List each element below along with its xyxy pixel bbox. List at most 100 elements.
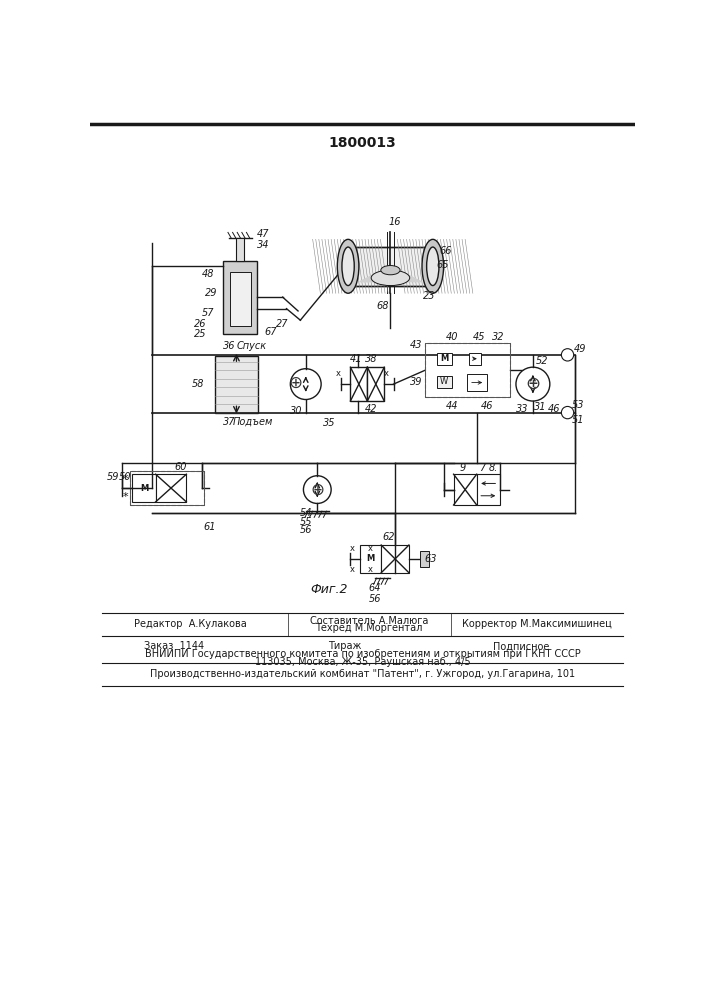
- Text: 25: 25: [194, 329, 206, 339]
- Text: 51: 51: [572, 415, 585, 425]
- Text: M: M: [366, 554, 375, 563]
- Text: 44: 44: [446, 401, 458, 411]
- Bar: [348, 247, 433, 286]
- Text: 37: 37: [223, 417, 235, 427]
- Circle shape: [303, 476, 331, 503]
- Text: 67: 67: [265, 327, 277, 337]
- Text: 7: 7: [479, 463, 485, 473]
- Ellipse shape: [381, 266, 400, 275]
- Text: 33: 33: [516, 404, 528, 414]
- Text: 61: 61: [203, 522, 216, 532]
- Text: 59: 59: [107, 472, 119, 482]
- Bar: [477, 474, 500, 505]
- Text: 65: 65: [436, 260, 449, 270]
- Text: 34: 34: [257, 240, 269, 250]
- Text: Корректор М.Максимишинец: Корректор М.Максимишинец: [462, 619, 612, 629]
- Text: ВНИИПИ Государственного комитета по изобретениям и открытиям при ГКНТ СССР: ВНИИПИ Государственного комитета по изоб…: [145, 649, 580, 659]
- Circle shape: [561, 349, 573, 361]
- Bar: [437, 353, 452, 365]
- Circle shape: [516, 367, 550, 401]
- Bar: [381, 545, 409, 573]
- Text: 39: 39: [409, 377, 422, 387]
- Text: 46: 46: [481, 401, 493, 411]
- Text: 29: 29: [205, 288, 217, 298]
- Text: 8.: 8.: [489, 463, 498, 473]
- Text: 54: 54: [300, 508, 312, 518]
- Ellipse shape: [337, 239, 359, 293]
- Bar: [469, 353, 481, 365]
- Bar: [467, 374, 486, 391]
- Text: ⊕: ⊕: [310, 481, 325, 499]
- Ellipse shape: [342, 247, 354, 286]
- Text: 46: 46: [548, 404, 561, 414]
- Bar: [368, 367, 385, 401]
- Bar: [351, 367, 368, 401]
- Ellipse shape: [371, 270, 409, 286]
- Text: 57: 57: [201, 308, 214, 318]
- Text: 31: 31: [534, 402, 547, 412]
- Text: 113035, Москва, Ж-35, Раушская наб., 4/5: 113035, Москва, Ж-35, Раушская наб., 4/5: [255, 657, 471, 667]
- Bar: [425, 343, 510, 397]
- Text: 47: 47: [257, 229, 269, 239]
- Text: x: x: [349, 565, 354, 574]
- Text: x: x: [368, 544, 373, 553]
- Text: 62: 62: [382, 532, 395, 542]
- Text: 16: 16: [388, 217, 401, 227]
- Ellipse shape: [426, 247, 439, 286]
- Text: 38: 38: [365, 354, 378, 364]
- Text: 23: 23: [423, 291, 436, 301]
- Text: 52: 52: [536, 356, 549, 366]
- Text: 26: 26: [194, 319, 206, 329]
- Bar: [236, 238, 244, 261]
- Text: 58: 58: [192, 379, 204, 389]
- Text: 63: 63: [424, 554, 437, 564]
- Text: Заказ  1144: Заказ 1144: [144, 641, 204, 651]
- Text: 66: 66: [440, 246, 452, 256]
- Text: 42: 42: [365, 404, 378, 414]
- Text: 30: 30: [291, 406, 303, 416]
- Circle shape: [561, 406, 573, 419]
- Bar: [130, 471, 204, 505]
- Text: 27: 27: [276, 319, 289, 329]
- Bar: [437, 376, 452, 388]
- Text: Производственно-издательский комбинат "Патент", г. Ужгород, ул.Гагарина, 101: Производственно-издательский комбинат "П…: [150, 669, 575, 679]
- Text: 48: 48: [201, 269, 214, 279]
- Text: x: x: [384, 369, 389, 378]
- Text: x: x: [336, 369, 341, 378]
- Text: *: *: [123, 474, 129, 484]
- Text: Редактор  А.Кулакова: Редактор А.Кулакова: [134, 619, 247, 629]
- Circle shape: [291, 369, 321, 400]
- Ellipse shape: [422, 239, 443, 293]
- Bar: [130, 471, 204, 505]
- Text: Спуск: Спуск: [237, 341, 267, 351]
- Text: 50: 50: [119, 472, 131, 482]
- Text: 49: 49: [573, 344, 586, 354]
- Text: 64: 64: [369, 583, 381, 593]
- Text: W: W: [440, 377, 448, 386]
- Bar: [360, 545, 381, 573]
- Text: *: *: [123, 492, 129, 502]
- Text: M: M: [140, 484, 148, 493]
- Text: 40: 40: [446, 332, 458, 342]
- Text: Техред М.Моргентал: Техред М.Моргентал: [315, 623, 423, 633]
- Text: 55: 55: [300, 517, 312, 527]
- Text: ⊕: ⊕: [525, 375, 540, 393]
- Text: 1800013: 1800013: [328, 136, 396, 150]
- Bar: [156, 474, 187, 502]
- Text: Тираж: Тираж: [327, 641, 361, 651]
- Text: 43: 43: [409, 340, 422, 350]
- Text: Составитель А.Малюга: Составитель А.Малюга: [310, 615, 428, 626]
- Text: x: x: [349, 544, 354, 553]
- Text: Подъем: Подъем: [233, 417, 274, 427]
- Bar: [420, 551, 429, 567]
- Text: 68: 68: [377, 301, 389, 311]
- Text: 56: 56: [369, 594, 381, 604]
- Text: Подписное: Подписное: [493, 641, 549, 651]
- Bar: [425, 343, 510, 397]
- Bar: [223, 261, 257, 334]
- Text: 32: 32: [492, 332, 505, 342]
- Text: 56: 56: [300, 525, 312, 535]
- Text: 36: 36: [223, 341, 235, 351]
- Text: 60: 60: [175, 462, 187, 472]
- Text: 45: 45: [473, 332, 485, 342]
